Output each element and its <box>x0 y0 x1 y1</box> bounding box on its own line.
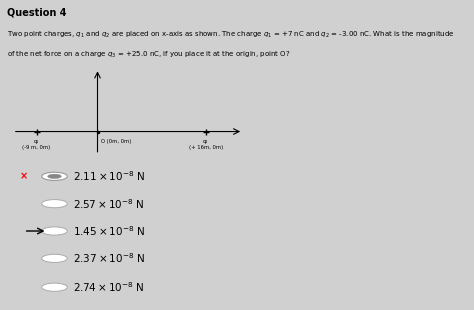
Text: $1.45\times10^{-8}$ N: $1.45\times10^{-8}$ N <box>73 224 146 238</box>
Text: O (0m, 0m): O (0m, 0m) <box>101 140 131 144</box>
Text: q₂
(+ 16m, 0m): q₂ (+ 16m, 0m) <box>189 140 223 150</box>
Circle shape <box>42 172 67 180</box>
Text: q₁
(-9 m, 0m): q₁ (-9 m, 0m) <box>22 140 51 150</box>
Circle shape <box>42 200 67 208</box>
Text: Two point charges, $q_1$ and $q_2$ are placed on x-axis as shown. The charge $q_: Two point charges, $q_1$ and $q_2$ are p… <box>7 30 455 40</box>
Text: $2.37\times10^{-8}$ N: $2.37\times10^{-8}$ N <box>73 251 146 265</box>
Circle shape <box>42 283 67 291</box>
Circle shape <box>42 227 67 235</box>
Circle shape <box>42 254 67 263</box>
Text: ×: × <box>19 171 28 181</box>
Text: Question 4: Question 4 <box>7 7 67 17</box>
Text: $2.11\times10^{-8}$ N: $2.11\times10^{-8}$ N <box>73 170 146 183</box>
Text: of the net force on a charge $q_3$ = +25.0 nC, if you place it at the origin, po: of the net force on a charge $q_3$ = +25… <box>7 50 291 60</box>
Circle shape <box>48 174 61 179</box>
Text: $2.57\times10^{-8}$ N: $2.57\times10^{-8}$ N <box>73 197 145 210</box>
Text: $2.74\times10^{-8}$ N: $2.74\times10^{-8}$ N <box>73 280 145 294</box>
